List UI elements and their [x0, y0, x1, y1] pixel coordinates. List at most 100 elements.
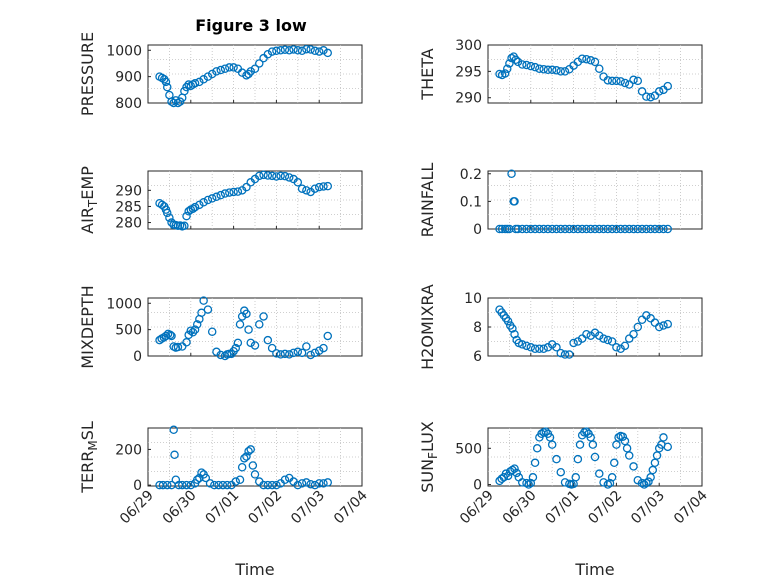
data-point — [184, 330, 193, 340]
data-point — [199, 198, 208, 207]
data-point — [169, 425, 178, 435]
data-point — [607, 224, 617, 234]
axes-frame — [487, 427, 703, 487]
data-point — [650, 224, 660, 234]
data-point — [603, 76, 613, 85]
data-point — [167, 331, 176, 341]
data-point — [284, 173, 294, 182]
data-point — [161, 331, 171, 341]
data-point — [539, 65, 548, 74]
data-point — [629, 75, 638, 85]
y-tick-label: 0 — [473, 478, 482, 494]
data-point — [605, 478, 615, 488]
data-point — [547, 440, 557, 449]
data-point — [192, 475, 202, 485]
data-point — [182, 480, 191, 490]
data-point — [165, 213, 174, 222]
data-point — [199, 296, 208, 305]
data-point — [560, 224, 570, 234]
data-point — [616, 77, 625, 86]
data-point — [163, 208, 172, 218]
data-point — [599, 478, 608, 487]
data-point — [267, 47, 277, 56]
data-point — [633, 224, 643, 234]
data-point — [624, 80, 634, 89]
data-point — [280, 475, 290, 485]
data-point — [526, 224, 536, 234]
data-point — [522, 60, 531, 70]
data-point — [646, 224, 655, 234]
data-point — [524, 480, 533, 489]
data-point — [654, 322, 664, 332]
data-point — [186, 326, 196, 335]
data-point — [186, 480, 196, 490]
data-point — [530, 344, 540, 353]
data-point — [530, 224, 540, 234]
data-point — [297, 46, 307, 56]
data-point — [575, 440, 585, 449]
y-tick-label: 200 — [115, 442, 142, 458]
data-point — [612, 343, 621, 352]
data-point — [267, 171, 277, 181]
data-point — [577, 54, 587, 63]
data-point — [182, 338, 191, 347]
data-point — [220, 64, 230, 73]
data-point — [590, 452, 600, 462]
data-point — [642, 311, 651, 320]
data-point — [250, 341, 260, 350]
data-point — [650, 318, 660, 327]
data-point — [642, 478, 651, 488]
data-point — [319, 479, 328, 488]
data-point — [207, 327, 217, 336]
data-point — [182, 211, 191, 221]
data-point — [259, 480, 268, 490]
y-tick-label: 800 — [115, 96, 142, 112]
data-point — [248, 461, 258, 470]
data-point — [195, 77, 204, 87]
data-point — [507, 53, 516, 63]
data-point — [582, 329, 591, 339]
data-point — [302, 186, 311, 195]
data-point — [255, 171, 264, 181]
y-tick-label: 290 — [455, 91, 482, 107]
data-point — [280, 171, 290, 181]
data-point — [543, 224, 553, 234]
data-point — [513, 224, 523, 234]
data-point — [205, 479, 215, 488]
y-axis-label: RAINFALL — [418, 163, 437, 238]
subplot-rainfall: 0 0.1 0.2 RAINFALL — [418, 163, 703, 238]
data-point — [612, 224, 621, 234]
data-point — [590, 224, 600, 234]
data-point — [207, 69, 217, 79]
data-point — [161, 77, 171, 87]
data-point — [323, 48, 333, 58]
data-point — [503, 64, 512, 73]
x-tick-label: 07/01 — [203, 488, 243, 528]
data-point — [216, 350, 226, 360]
data-point — [629, 329, 638, 339]
data-point — [513, 57, 523, 67]
data-point — [314, 479, 324, 488]
data-point — [323, 181, 333, 191]
data-point — [586, 56, 595, 65]
data-point — [310, 348, 320, 358]
data-point — [510, 329, 519, 339]
data-point — [595, 64, 604, 73]
figure-title: Figure 3 low — [195, 16, 307, 35]
data-point — [571, 473, 580, 482]
data-point — [599, 334, 608, 343]
data-point — [603, 335, 613, 345]
data-point — [512, 468, 521, 478]
y-tick-label: 290 — [115, 183, 142, 199]
data-point — [573, 224, 583, 234]
data-point — [237, 312, 247, 321]
data-point — [522, 224, 531, 234]
y-axis-label: TERRMSL — [78, 421, 100, 494]
data-point — [639, 480, 649, 489]
data-point — [637, 224, 647, 234]
data-point — [522, 478, 531, 488]
x-axis-label: Time — [234, 560, 274, 579]
